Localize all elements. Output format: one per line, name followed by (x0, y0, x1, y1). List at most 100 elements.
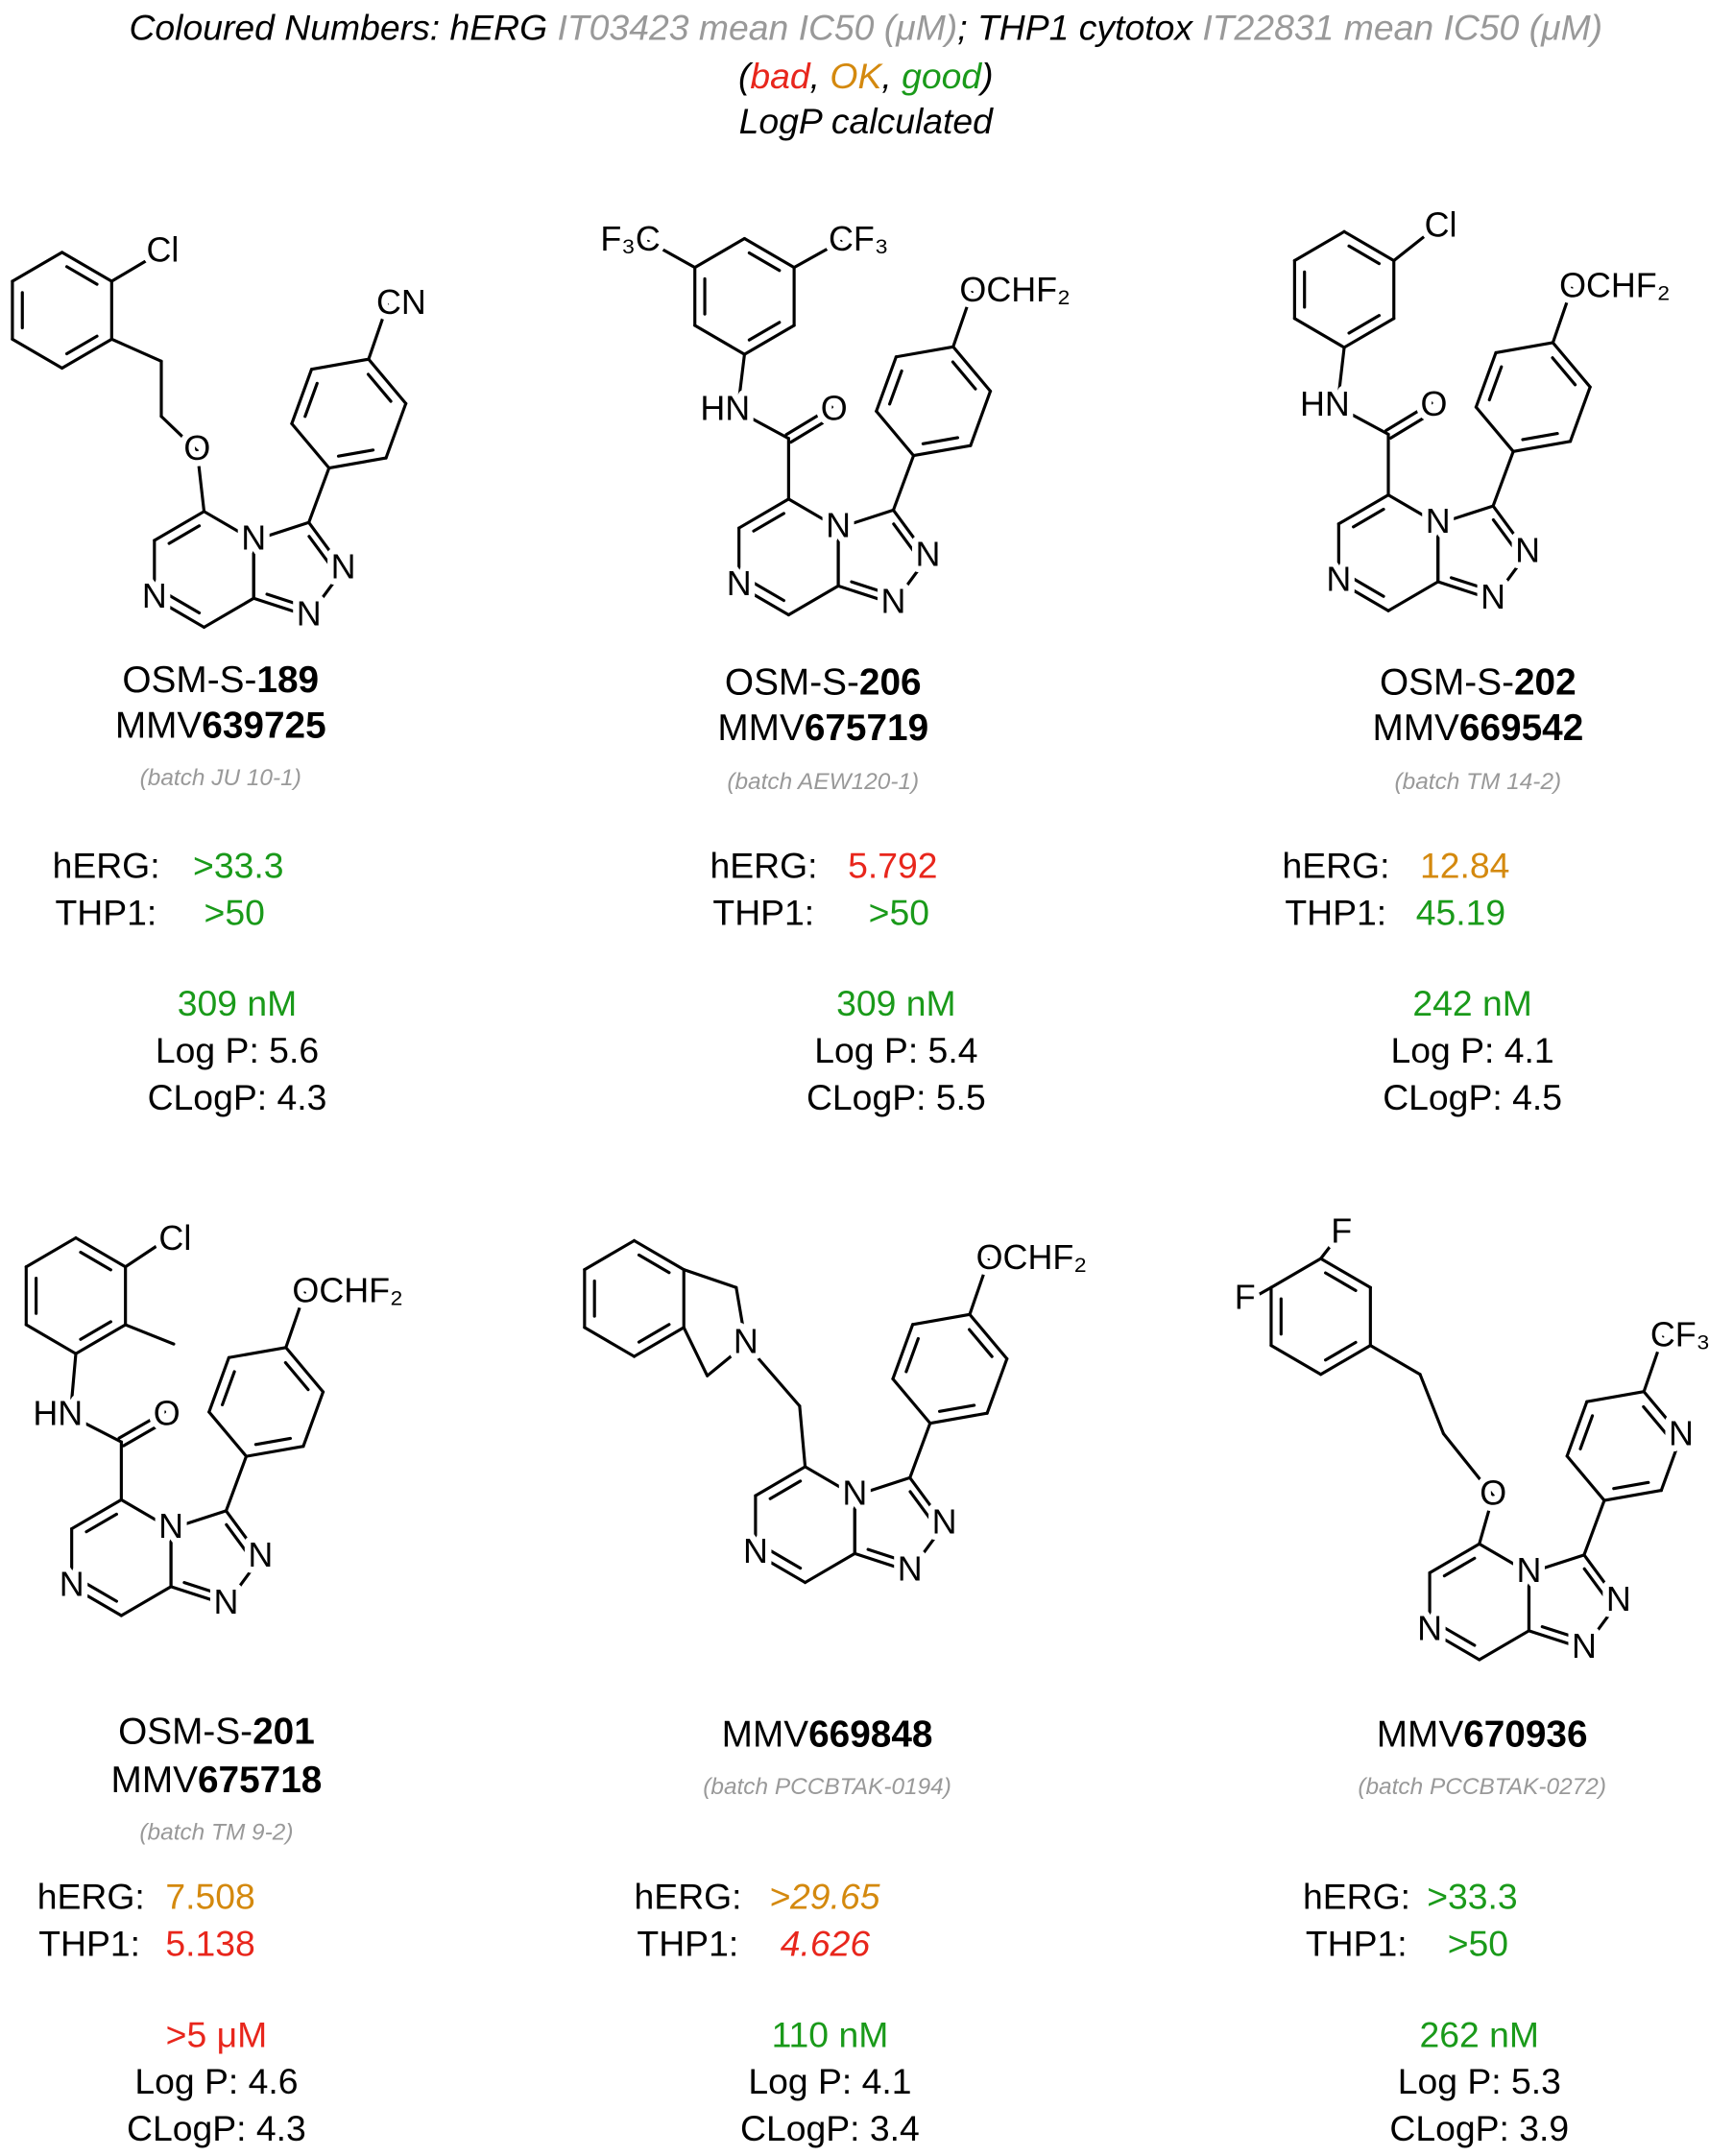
bond (224, 1556, 262, 1607)
bond (804, 1551, 856, 1585)
bond (1551, 341, 1592, 389)
bond (836, 584, 896, 606)
bond (252, 520, 311, 542)
herg-label: hERG: (1303, 1877, 1410, 1917)
bond (1247, 1285, 1273, 1302)
thp1-label: THP1: (1306, 1924, 1408, 1964)
atom-label: N (826, 507, 851, 545)
bond (84, 1512, 118, 1534)
bond (307, 567, 346, 618)
herg-label: hERG: (1282, 846, 1389, 886)
bond (682, 1326, 710, 1377)
bond (734, 1285, 748, 1346)
bond (1487, 365, 1504, 402)
bond (798, 1404, 807, 1469)
thp1-label: THP1: (1285, 892, 1386, 932)
bond (892, 522, 917, 555)
bond (853, 1551, 912, 1573)
bond (1388, 409, 1438, 440)
bond (891, 1377, 932, 1425)
atom-label: N (1480, 578, 1505, 616)
bond (307, 466, 331, 524)
header-assay: IT03423 mean IC50 (μM) (558, 8, 958, 48)
id-prefix: MMV (717, 707, 805, 749)
bond (804, 1465, 856, 1497)
bond (742, 236, 796, 270)
bond (735, 352, 746, 413)
bond (284, 1291, 306, 1350)
thp1-label: THP1: (637, 1924, 738, 1964)
header-legend: (bad, OK, good) (738, 56, 994, 96)
bond (1386, 493, 1440, 526)
bond (1347, 314, 1382, 335)
atom-label: N (297, 594, 322, 633)
bond (336, 448, 375, 458)
bond (1324, 1271, 1358, 1292)
bond (937, 1403, 976, 1413)
bond (1319, 1257, 1372, 1289)
bond (117, 1410, 167, 1440)
bond (1392, 232, 1429, 263)
herg-label: hERG: (635, 1877, 742, 1917)
bond (1449, 576, 1487, 590)
atom-label: CF₃ (1650, 1315, 1710, 1353)
bond (1352, 577, 1385, 598)
herg-value: 12.84 (1420, 846, 1509, 886)
bond (224, 1454, 249, 1513)
id-number: 669542 (1459, 707, 1583, 749)
atom-label: CN (376, 283, 426, 322)
bond (1585, 1390, 1646, 1403)
bond (70, 1585, 123, 1617)
bond (309, 357, 371, 371)
bond (79, 1250, 112, 1272)
atom-label: N (1515, 531, 1540, 569)
bond (1491, 517, 1516, 550)
bond (1292, 229, 1346, 263)
bond (182, 1581, 220, 1595)
bond (637, 1253, 671, 1275)
bond (1336, 493, 1390, 526)
bond (1368, 1343, 1422, 1377)
bond (74, 1323, 128, 1355)
thp1-value: 4.626 (781, 1924, 871, 1964)
atom-label: N (1572, 1627, 1597, 1665)
atom-label: F (1235, 1279, 1256, 1317)
atom-label: O (183, 429, 210, 467)
bond (968, 1328, 994, 1358)
bond (632, 1326, 686, 1358)
compound-id: OSM-S-201 (118, 1712, 315, 1753)
header-text: ; THP1 cytotox (957, 8, 1202, 48)
id-number: 675719 (805, 707, 928, 749)
bond (1565, 1454, 1606, 1502)
bond (1478, 1494, 1495, 1545)
compound-id: MMV675718 (111, 1760, 323, 1801)
bond (225, 1522, 250, 1555)
atom-label: N (60, 1565, 84, 1603)
id-number: 670936 (1463, 1714, 1587, 1756)
bond (891, 508, 929, 559)
bond (951, 290, 974, 348)
id-prefix: MMV (1377, 1714, 1464, 1756)
bond (583, 1238, 637, 1272)
atom-label: F₃C (600, 220, 660, 258)
atom-label: N (1606, 1580, 1631, 1618)
potency: 309 nM (178, 983, 298, 1023)
bond (1342, 317, 1396, 349)
atom-label: Cl (1425, 205, 1457, 244)
bond (637, 1323, 671, 1344)
bond (1442, 1626, 1477, 1647)
atom-label: N (1669, 1414, 1694, 1452)
bond (119, 1585, 173, 1617)
bond (109, 337, 163, 363)
bond (159, 415, 199, 453)
legend-punct: , (810, 56, 830, 96)
bond (253, 1436, 293, 1447)
bond (68, 1352, 78, 1418)
bond (1441, 1431, 1495, 1497)
bond (747, 321, 782, 342)
bond (894, 345, 955, 359)
